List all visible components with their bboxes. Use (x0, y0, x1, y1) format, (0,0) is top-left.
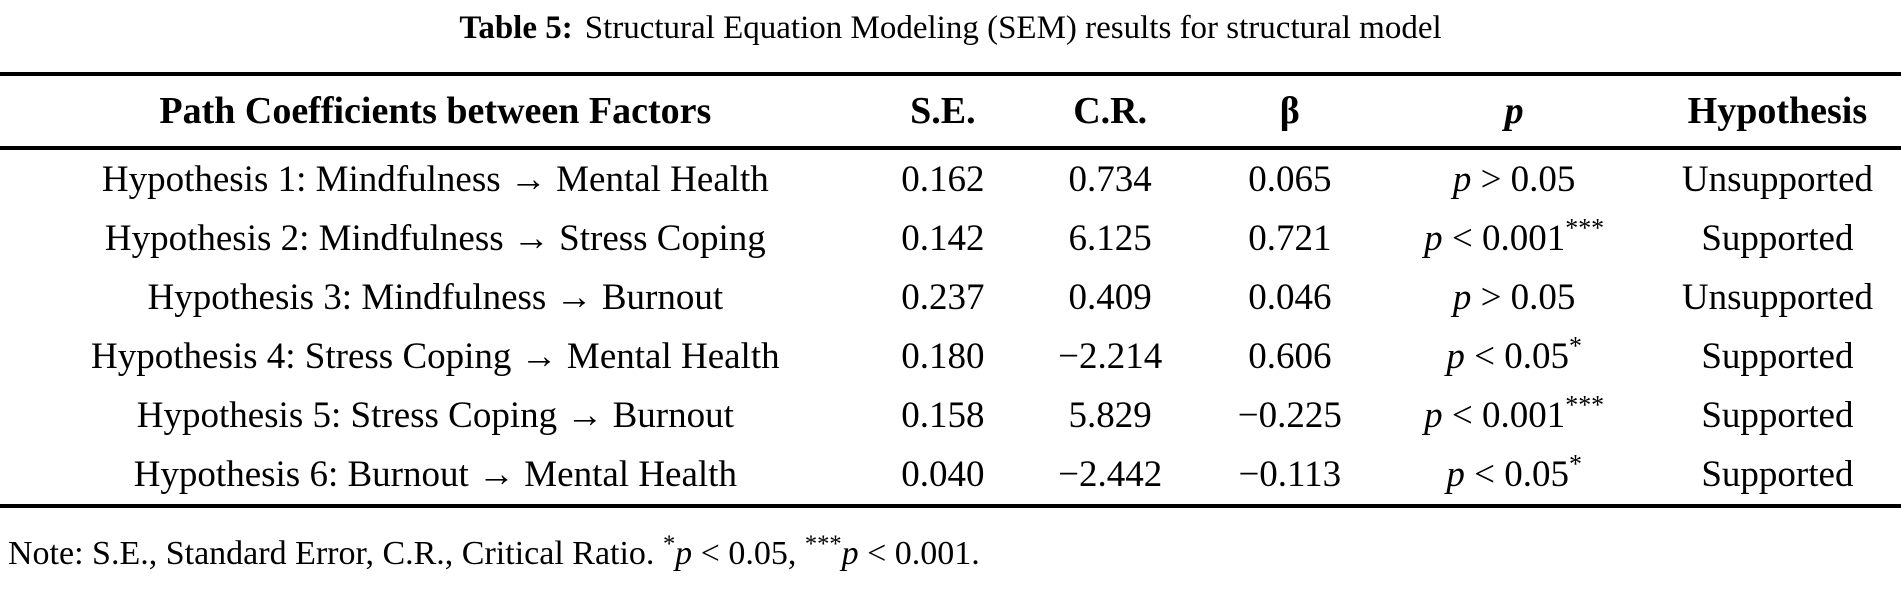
p-cell: p < 0.05* (1446, 331, 1582, 377)
p-cell: p > 0.05 (1452, 159, 1576, 200)
note-segment: < 0.001. (858, 535, 980, 572)
se-cell: 0.162 (901, 159, 985, 200)
path-cell: Hypothesis 3: Mindfulness → Burnout (147, 277, 724, 318)
beta-cell: 0.065 (1248, 159, 1332, 200)
p-cell: p < 0.001*** (1424, 213, 1605, 259)
significance-stars: *** (1565, 390, 1605, 420)
column-header-beta: β (1205, 74, 1375, 150)
column-header-hypothesis: Hypothesis (1653, 74, 1901, 150)
note-segment: Note: S.E., Standard Error, C.R., Critic… (8, 535, 663, 572)
significance-stars: * (1568, 331, 1582, 361)
column-header-cr: C.R. (1015, 74, 1206, 150)
note-segment: p (841, 535, 859, 572)
path-cell: Hypothesis 5: Stress Coping → Burnout (136, 395, 734, 436)
significance-stars: * (1568, 449, 1582, 479)
p-cell: p < 0.05* (1446, 449, 1582, 495)
hypothesis-cell: Supported (1701, 395, 1854, 436)
note-significance-stars: * (662, 530, 676, 558)
p-symbol: p (1446, 336, 1465, 377)
table-row: Hypothesis 6: Burnout → Mental Health 0.0… (0, 445, 1901, 506)
se-cell: 0.142 (901, 218, 985, 259)
table-row: Hypothesis 2: Mindfulness → Stress Copin… (0, 209, 1901, 268)
beta-cell: 0.721 (1248, 218, 1332, 259)
path-cell: Hypothesis 4: Stress Coping → Mental Hea… (91, 336, 780, 377)
p-symbol: p (1452, 277, 1472, 318)
beta-cell: −0.113 (1238, 454, 1342, 495)
se-cell: 0.180 (901, 336, 985, 377)
table-figure: Table 5: Structural Equation Modeling (SE… (0, 6, 1901, 576)
se-cell: 0.158 (901, 395, 985, 436)
column-header-path: Path Coefficients between Factors (0, 74, 871, 150)
note-segment: p (675, 535, 693, 572)
path-cell: Hypothesis 6: Burnout → Mental Health (133, 454, 737, 495)
sem-results-table: Path Coefficients between Factors S.E. C… (0, 72, 1901, 508)
header-row: Path Coefficients between Factors S.E. C… (0, 74, 1901, 150)
p-symbol: p (1424, 218, 1443, 259)
cr-cell: 5.829 (1068, 395, 1152, 436)
hypothesis-cell: Supported (1701, 454, 1854, 495)
p-cell: p > 0.05 (1452, 277, 1576, 318)
path-cell: Hypothesis 2: Mindfulness → Stress Copin… (104, 218, 766, 259)
table-row: Hypothesis 3: Mindfulness → Burnout 0.237… (0, 268, 1901, 327)
beta-cell: −0.225 (1237, 395, 1342, 436)
table-note: Note: S.E., Standard Error, C.R., Critic… (0, 532, 1901, 576)
cr-cell: 0.734 (1068, 159, 1152, 200)
table-row: Hypothesis 5: Stress Coping → Burnout 0.1… (0, 386, 1901, 445)
hypothesis-cell: Unsupported (1681, 277, 1873, 318)
cr-cell: 0.409 (1068, 277, 1152, 318)
table-caption: Table 5: Structural Equation Modeling (SE… (0, 6, 1901, 50)
beta-cell: 0.606 (1248, 336, 1332, 377)
column-header-p: p (1374, 74, 1654, 150)
cr-cell: −2.214 (1058, 336, 1163, 377)
table-row: Hypothesis 1: Mindfulness → Mental Healt… (0, 148, 1901, 209)
column-header-se: S.E. (870, 74, 1016, 150)
cr-cell: −2.442 (1058, 454, 1163, 495)
hypothesis-cell: Supported (1701, 218, 1854, 259)
note-significance-stars: *** (804, 530, 842, 558)
se-cell: 0.237 (901, 277, 985, 318)
table-caption-label: Table 5: (459, 10, 573, 46)
note-segment: < 0.05, (692, 535, 805, 572)
path-cell: Hypothesis 1: Mindfulness → Mental Healt… (101, 159, 769, 200)
p-cell: p < 0.001*** (1424, 390, 1605, 436)
p-symbol: p (1424, 395, 1443, 436)
significance-stars: *** (1565, 213, 1605, 243)
hypothesis-cell: Supported (1701, 336, 1854, 377)
hypothesis-cell: Unsupported (1681, 159, 1873, 200)
se-cell: 0.040 (901, 454, 985, 495)
p-symbol: p (1446, 454, 1465, 495)
table-caption-text: Structural Equation Modeling (SEM) resul… (584, 10, 1442, 46)
cr-cell: 6.125 (1068, 218, 1152, 259)
table-row: Hypothesis 4: Stress Coping → Mental Hea… (0, 327, 1901, 386)
table-body: Hypothesis 1: Mindfulness → Mental Healt… (0, 148, 1901, 506)
beta-cell: 0.046 (1248, 277, 1332, 318)
p-symbol: p (1452, 159, 1472, 200)
